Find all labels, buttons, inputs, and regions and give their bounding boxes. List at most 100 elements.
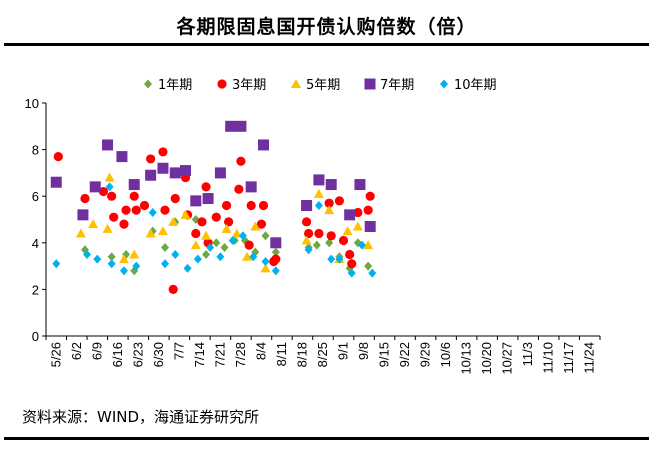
axes: 0 2 4 6 8 10 5/26 6/2 6/9 6/16 6/23 6/30 7/7 7/14 7/21… [25,96,601,375]
title-bar: 各期限固息国开债认购倍数（倍） [4,6,649,46]
series-3 [75,172,374,273]
data-point [139,200,150,211]
data-point [270,237,282,249]
data-point [190,240,201,250]
x-tick-label: 9/8 [356,342,371,360]
data-point [224,217,234,227]
x-tick-label: 10/27 [500,342,515,375]
data-point [236,156,246,166]
data-point [122,249,131,259]
data-point [168,284,178,294]
data-point [145,228,156,238]
data-point [231,228,242,238]
data-point [202,249,211,259]
legend-label: 1年期 [158,78,192,93]
data-point [256,219,267,229]
x-tick-label: 6/30 [151,342,166,367]
data-point [357,240,366,250]
source-note: 资料来源：WIND，海通证券研究所 [22,408,260,426]
data-point [363,205,373,215]
data-point [314,228,324,239]
data-point [171,249,180,259]
data-point [225,120,237,132]
x-tick-label: 11/3 [520,342,535,366]
data-point [148,208,157,218]
data-point [301,235,312,245]
data-point [193,254,202,264]
data-point [261,256,270,266]
legend-marker [364,78,376,90]
x-tick-label: 6/9 [89,342,104,360]
y-tick-label: 4 [32,236,39,251]
data-point [180,209,191,219]
data-point [157,226,168,236]
data-point [338,235,349,246]
data-point [249,252,258,262]
data-point [345,249,355,260]
data-point [327,254,336,264]
data-point [238,231,247,241]
series-5 [52,182,377,278]
data-point [258,200,269,211]
data-point [228,235,237,245]
data-point [363,240,374,250]
data-point [301,200,313,212]
x-tick-label: 8/4 [253,342,268,360]
x-tick-label: 11/10 [541,342,556,374]
data-point [314,201,323,211]
data-point [146,154,156,164]
data-point [119,219,129,229]
data-point [220,242,229,252]
x-tick-label: 7/7 [171,342,186,360]
data-point [180,165,192,177]
data-point [324,205,335,215]
data-point [131,205,141,215]
data-point [271,266,280,276]
data-point [244,240,254,250]
x-tick-label: 10/13 [459,342,474,375]
data-point [325,238,334,248]
x-tick-label: 8/25 [315,342,330,367]
data-point [257,139,269,151]
data-point [118,254,129,264]
data-point [364,261,373,271]
legend-marker [440,79,448,89]
data-point [261,231,270,241]
data-point [183,263,192,273]
x-tick-label: 9/15 [377,342,392,367]
data-point [128,179,140,191]
data-point [313,174,325,186]
x-tick-label: 9/22 [397,342,412,367]
data-point [352,221,363,231]
data-point [271,247,280,257]
data-point [50,176,62,188]
legend: 1年期 3年期 5年期 7年期 10年期 [144,78,497,93]
legend-marker [217,79,227,89]
data-point [214,167,226,179]
data-point [169,167,181,179]
data-point [326,231,336,241]
data-point [191,228,201,239]
data-point [234,184,244,194]
y-tick-label: 10 [25,96,39,111]
data-point [88,219,99,229]
y-tick-label: 2 [32,282,39,297]
data-point [324,198,334,208]
y-tick-label: 8 [32,143,39,158]
data-point [325,179,337,191]
legend-label: 3年期 [232,78,266,93]
data-point [347,259,357,269]
data-point [221,223,232,233]
legend-label: 5年期 [306,78,340,93]
data-point [80,193,90,204]
data-point [242,251,253,261]
x-tick-label: 7/21 [212,342,227,367]
x-tick-label: 6/2 [69,342,84,360]
data-point [116,151,128,163]
data-point [235,120,247,132]
y-tick-label: 0 [32,329,39,344]
data-point [245,181,257,193]
data-point [129,191,139,201]
data-point [201,182,211,192]
data-point [107,259,116,269]
